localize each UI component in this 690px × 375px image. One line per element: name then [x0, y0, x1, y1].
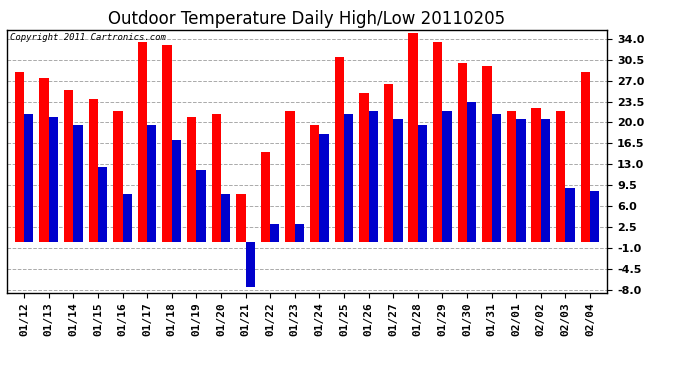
- Bar: [359, 93, 368, 242]
- Bar: [310, 126, 319, 242]
- Bar: [565, 188, 575, 242]
- Bar: [88, 99, 98, 242]
- Bar: [98, 167, 107, 242]
- Bar: [64, 90, 73, 242]
- Bar: [580, 72, 590, 242]
- Bar: [457, 63, 467, 242]
- Bar: [212, 114, 221, 242]
- Bar: [286, 111, 295, 242]
- Bar: [113, 111, 123, 242]
- Bar: [507, 111, 516, 242]
- Bar: [531, 108, 541, 242]
- Bar: [335, 57, 344, 242]
- Bar: [319, 134, 328, 242]
- Bar: [417, 126, 427, 242]
- Bar: [270, 224, 279, 242]
- Bar: [467, 102, 476, 242]
- Bar: [590, 191, 600, 242]
- Bar: [482, 66, 491, 242]
- Bar: [14, 72, 24, 242]
- Bar: [172, 140, 181, 242]
- Bar: [295, 224, 304, 242]
- Bar: [73, 126, 83, 242]
- Bar: [556, 111, 565, 242]
- Bar: [541, 120, 550, 242]
- Bar: [236, 194, 246, 242]
- Bar: [344, 114, 353, 242]
- Title: Outdoor Temperature Daily High/Low 20110205: Outdoor Temperature Daily High/Low 20110…: [108, 10, 506, 28]
- Bar: [147, 126, 157, 242]
- Bar: [442, 111, 452, 242]
- Bar: [516, 120, 526, 242]
- Bar: [368, 111, 378, 242]
- Bar: [433, 42, 442, 242]
- Bar: [393, 120, 402, 242]
- Bar: [408, 33, 417, 242]
- Bar: [123, 194, 132, 242]
- Bar: [49, 117, 58, 242]
- Text: Copyright 2011 Cartronics.com: Copyright 2011 Cartronics.com: [10, 33, 166, 42]
- Bar: [138, 42, 147, 242]
- Bar: [162, 45, 172, 242]
- Bar: [246, 242, 255, 286]
- Bar: [24, 114, 34, 242]
- Bar: [187, 117, 197, 242]
- Bar: [39, 78, 49, 242]
- Bar: [491, 114, 501, 242]
- Bar: [197, 170, 206, 242]
- Bar: [221, 194, 230, 242]
- Bar: [261, 152, 270, 242]
- Bar: [384, 84, 393, 242]
